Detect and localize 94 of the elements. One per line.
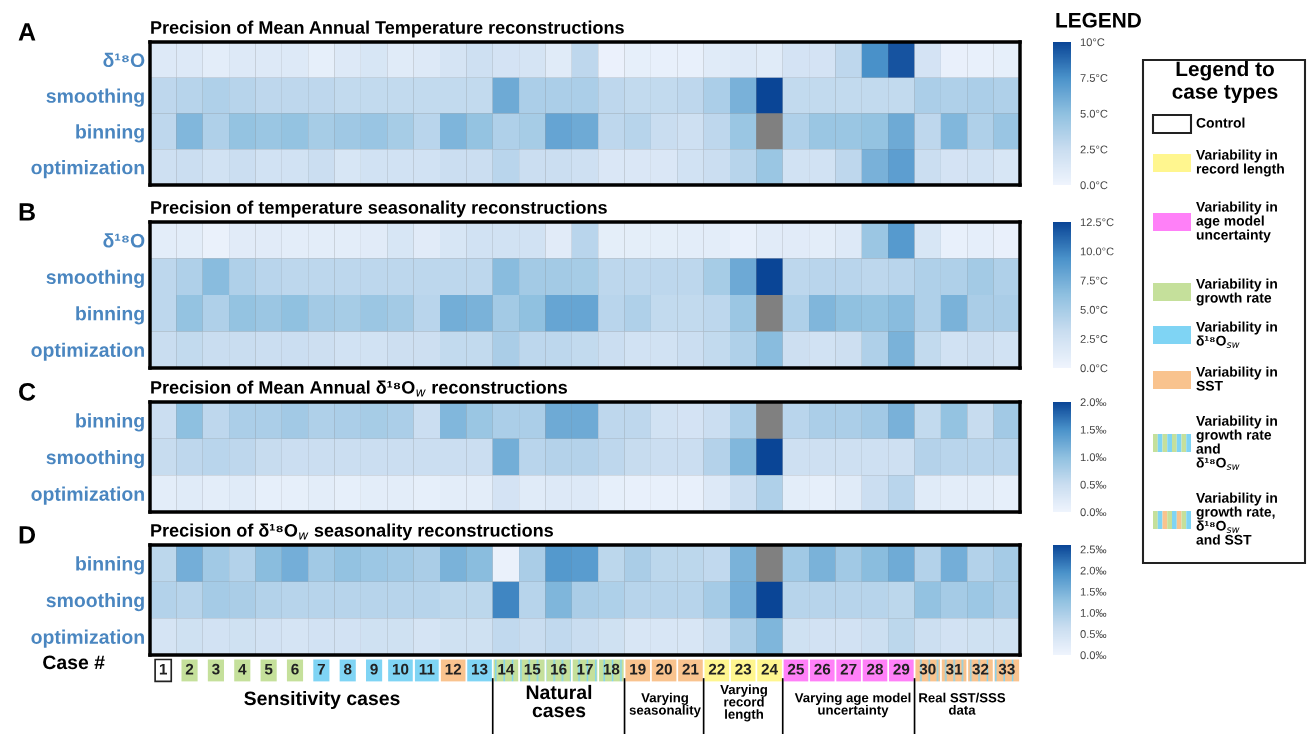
- x-tick-label: 10: [392, 663, 409, 675]
- text: Variability in growth rate: [1196, 278, 1277, 306]
- text: Control: [1196, 117, 1245, 128]
- y-tick-label: smoothing: [46, 449, 144, 469]
- x-tick-label: 24: [761, 663, 778, 675]
- color-bar-label: 1.5‰: [1080, 425, 1107, 434]
- color-bar-label: 7.5°C: [1080, 74, 1108, 82]
- x-tick-label: 15: [524, 663, 541, 675]
- chart-title: Precision of Mean Annual Temperature reconstructions: [151, 20, 624, 38]
- y-tick-label: optimization: [31, 342, 144, 361]
- y-tick-label: smoothing: [46, 592, 144, 612]
- text: LEGEND: [1056, 12, 1141, 28]
- text: Real SST/SSS data: [919, 692, 1006, 715]
- x-tick-label: 8: [343, 663, 352, 675]
- color-bar-label: 1.0‰: [1080, 608, 1107, 617]
- x-tick-label: 5: [264, 663, 273, 675]
- x-tick-label: 4: [238, 663, 247, 675]
- x-tick-label: 33: [998, 663, 1015, 675]
- y-tick-label: binning: [76, 556, 144, 575]
- y-tick-label: δ¹⁸O: [103, 52, 145, 68]
- color-bar-label: 2.0‰: [1080, 566, 1107, 575]
- color-bar-label: 1.0‰: [1080, 453, 1107, 462]
- x-tick-label: 30: [919, 663, 936, 675]
- x-tick-label: 14: [498, 663, 515, 675]
- text: Variability in growth rate and δ¹⁸O$_{sw}$: [1196, 415, 1277, 470]
- x-tick-label: 1: [159, 663, 167, 675]
- x-tick-label: 31: [945, 663, 963, 675]
- x-tick-label: 9: [370, 663, 378, 675]
- y-tick-label: binning: [76, 124, 144, 143]
- chart-title: Precision of temperature seasonality reconstructions: [151, 200, 607, 218]
- x-tick-label: 12: [445, 663, 462, 675]
- x-tick-label: 13: [472, 663, 488, 675]
- x-tick-label: 11: [419, 663, 435, 675]
- x-tick-label: 22: [708, 663, 725, 675]
- x-tick-label: 6: [291, 663, 299, 675]
- y-tick-label: optimization: [31, 160, 144, 179]
- text: A: [18, 23, 36, 41]
- color-bar-label: 0.0°C: [1080, 181, 1108, 190]
- y-tick-label: binning: [76, 306, 144, 325]
- color-bar-label: 10°C: [1080, 38, 1105, 47]
- text: Sensitivity cases: [244, 690, 400, 710]
- x-tick-label: 18: [603, 663, 620, 675]
- text: Variability in age model uncertainty: [1196, 201, 1277, 243]
- color-bar-label: 2.5°C: [1080, 335, 1108, 343]
- text: Variability in growth rate, δ¹⁸O$_{sw}$ and SST: [1196, 492, 1277, 545]
- color-bar-label: 10.0°C: [1080, 247, 1114, 256]
- x-tick-label: 7: [317, 663, 325, 675]
- chart-title: Precision of Mean Annual δ¹⁸O$_{w}$ reconstructions: [151, 380, 567, 397]
- color-bar-label: 0.0°C: [1080, 364, 1108, 373]
- text: B: [19, 203, 35, 221]
- x-tick-label: 20: [656, 663, 672, 675]
- y-tick-label: δ¹⁸O: [103, 233, 145, 248]
- color-bar-label: 0.0‰: [1080, 508, 1107, 517]
- y-tick-label: smoothing: [46, 88, 144, 107]
- color-bar-label: 12.5°C: [1080, 218, 1114, 227]
- text: Varying seasonality: [629, 692, 701, 718]
- x-tick-label: 25: [787, 663, 804, 675]
- x-tick-label: 28: [867, 663, 884, 675]
- x-tick-label: 29: [893, 663, 910, 675]
- text: Varying age model uncertainty: [794, 692, 911, 718]
- color-bar-label: 5.0°C: [1080, 109, 1108, 118]
- y-tick-label: binning: [76, 413, 144, 432]
- x-tick-label: 27: [840, 663, 857, 675]
- color-bar-label: 0.5‰: [1080, 630, 1107, 638]
- text: Case #: [43, 655, 105, 670]
- y-tick-label: smoothing: [46, 269, 144, 288]
- color-bar-label: 5.0°C: [1080, 305, 1108, 314]
- color-bar-label: 0.5‰: [1080, 480, 1107, 489]
- x-tick-label: 17: [577, 663, 593, 675]
- color-bar-label: 1.5‰: [1080, 587, 1107, 596]
- text: Variability in δ¹⁸O$_{sw}$: [1196, 321, 1277, 348]
- text: Legend to case types: [1172, 61, 1278, 103]
- x-tick-label: 32: [972, 663, 989, 675]
- y-tick-label: optimization: [31, 486, 144, 505]
- color-bar-label: 2.0‰: [1080, 398, 1107, 407]
- chart-title: Precision of δ¹⁸O$_{w}$ seasonality reconstructions: [151, 523, 553, 541]
- x-tick-label: 21: [682, 663, 699, 675]
- color-bar-label: 0.0‰: [1080, 651, 1107, 660]
- x-tick-label: 23: [735, 663, 752, 675]
- text: Natural cases: [526, 684, 592, 718]
- x-tick-label: 3: [212, 663, 220, 675]
- x-tick-label: 16: [551, 663, 567, 675]
- text: Varying record length: [720, 684, 767, 722]
- text: C: [19, 383, 36, 401]
- x-tick-label: 2: [185, 663, 194, 675]
- text: Variability in record length: [1196, 149, 1284, 177]
- text: Variability in SST: [1196, 366, 1277, 391]
- color-bar-label: 2.5‰: [1080, 545, 1107, 554]
- color-bar-label: 7.5°C: [1080, 276, 1108, 285]
- color-bar-label: 2.5°C: [1080, 145, 1108, 154]
- text: D: [19, 526, 35, 544]
- y-tick-label: optimization: [31, 629, 144, 648]
- x-tick-label: 19: [630, 663, 646, 675]
- x-tick-label: 26: [814, 663, 831, 675]
